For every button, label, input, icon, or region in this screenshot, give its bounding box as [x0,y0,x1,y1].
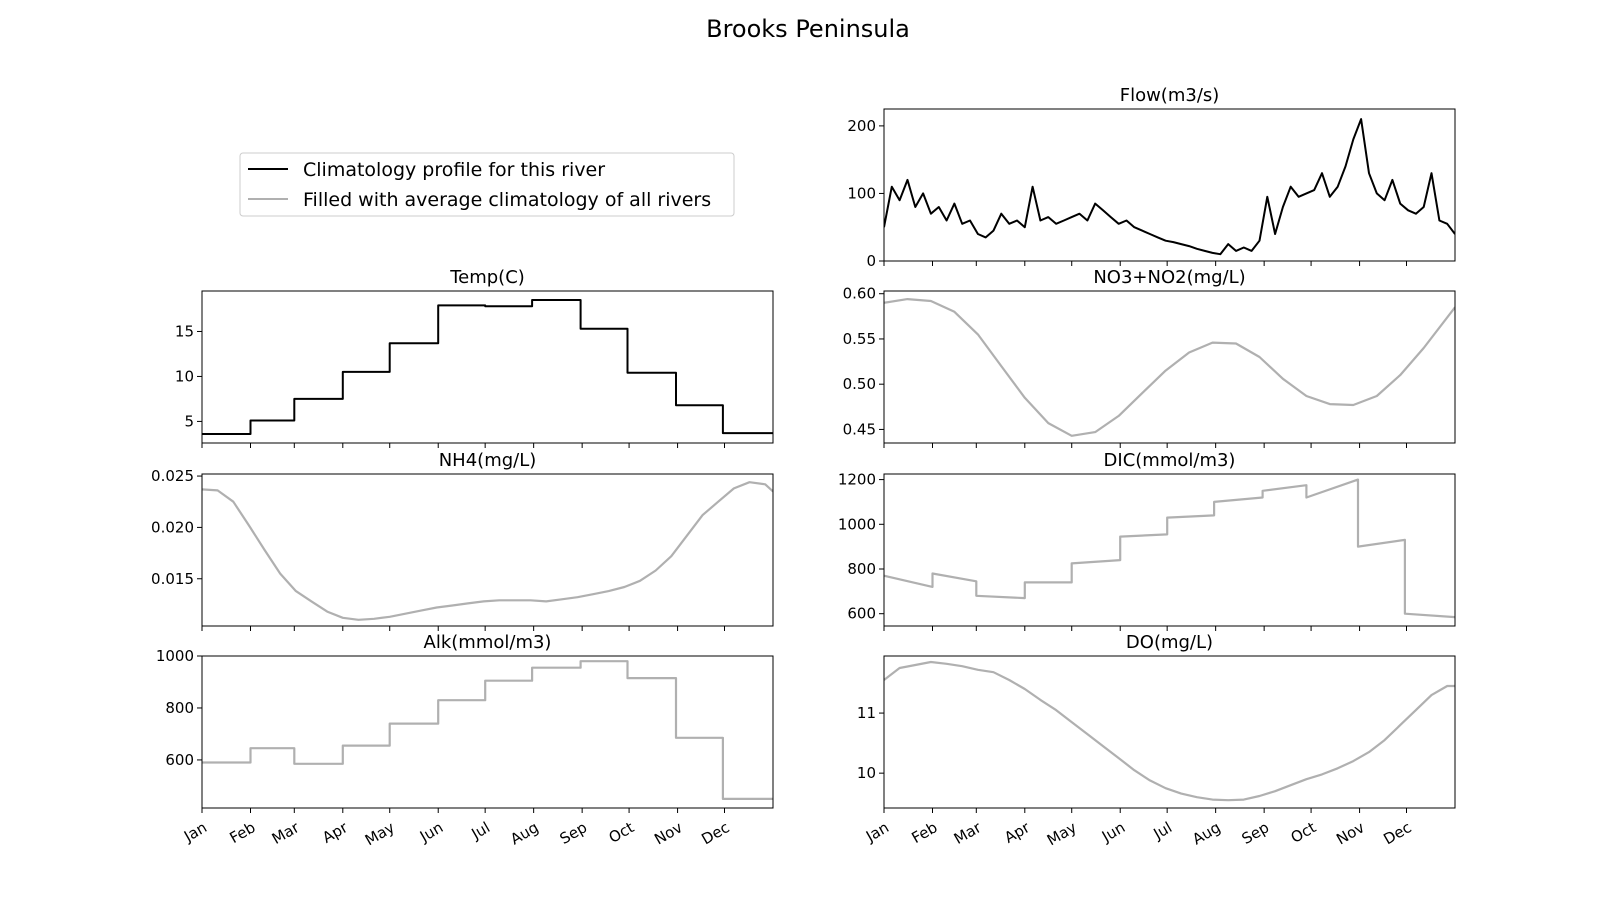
ytick-label-do: 10 [857,764,876,782]
series-line-no3 [884,298,1455,437]
panel-title-do: DO(mg/L) [1126,632,1213,653]
ytick-label-no3: 0.50 [843,375,876,393]
series-line-flow [884,118,1455,256]
panel-no3: NO3+NO2(mg/L) 0.45 0.50 0.55 0.60 [843,267,1456,448]
panel-nh4: NH4(mg/L) 0.015 0.020 0.025 [151,450,774,631]
legend-filled-label: Filled with average climatology of all r… [303,189,711,211]
legend: Climatology profile for this river Fille… [239,152,735,217]
series-line-nh4 [202,481,773,621]
ytick-label-dic: 600 [847,605,876,623]
series-line-dic [884,478,1455,619]
ytick-label-do: 11 [857,704,876,722]
ytick-label-nh4: 0.015 [151,570,194,588]
ytick-label-alk: 1000 [156,647,194,665]
panel-title-nh4: NH4(mg/L) [439,450,537,471]
series-line-temp [202,299,773,435]
ytick-label-flow: 100 [847,184,876,202]
ytick-label-temp: 10 [175,367,194,385]
ytick-label-dic: 800 [847,560,876,578]
axes-frame-no3 [883,290,1456,444]
ytick-label-no3: 0.45 [843,420,876,438]
ytick-label-temp: 5 [184,412,194,430]
axes-frame-alk [201,655,774,809]
axes-frame-do [883,655,1456,809]
ytick-label-dic: 1200 [838,471,876,489]
axes-frame-nh4 [201,473,774,627]
panel-flow: Flow(m3/s) 0 100 200 [847,85,1456,270]
panel-dic: DIC(mmol/m3) 600 800 1000 1200 [838,450,1456,631]
panel-temp: Temp(C) 5 10 15 [175,267,774,448]
series-line-do [884,660,1455,802]
ytick-label-no3: 0.55 [843,330,876,348]
panel-title-alk: Alk(mmol/m3) [424,632,552,653]
ytick-label-flow: 0 [866,252,876,270]
legend-climatology-label: Climatology profile for this river [303,159,605,181]
ytick-label-nh4: 0.025 [151,467,194,485]
axes-frame-dic [883,473,1456,627]
axes-frame-flow [883,108,1456,262]
panel-title-dic: DIC(mmol/m3) [1104,450,1236,471]
ytick-label-no3: 0.60 [843,285,876,303]
panel-title-no3: NO3+NO2(mg/L) [1093,267,1245,288]
panel-title-temp: Temp(C) [449,267,525,288]
panel-title-flow: Flow(m3/s) [1120,85,1220,106]
series-line-alk [202,660,773,801]
ytick-label-temp: 15 [175,322,194,340]
ytick-label-alk: 600 [165,751,194,769]
ytick-label-nh4: 0.020 [151,518,194,536]
ytick-label-flow: 200 [847,117,876,135]
ytick-label-alk: 800 [165,699,194,717]
axes-frame-temp [201,290,774,444]
ytick-label-dic: 1000 [838,515,876,533]
figure-title: Brooks Peninsula [706,15,910,43]
